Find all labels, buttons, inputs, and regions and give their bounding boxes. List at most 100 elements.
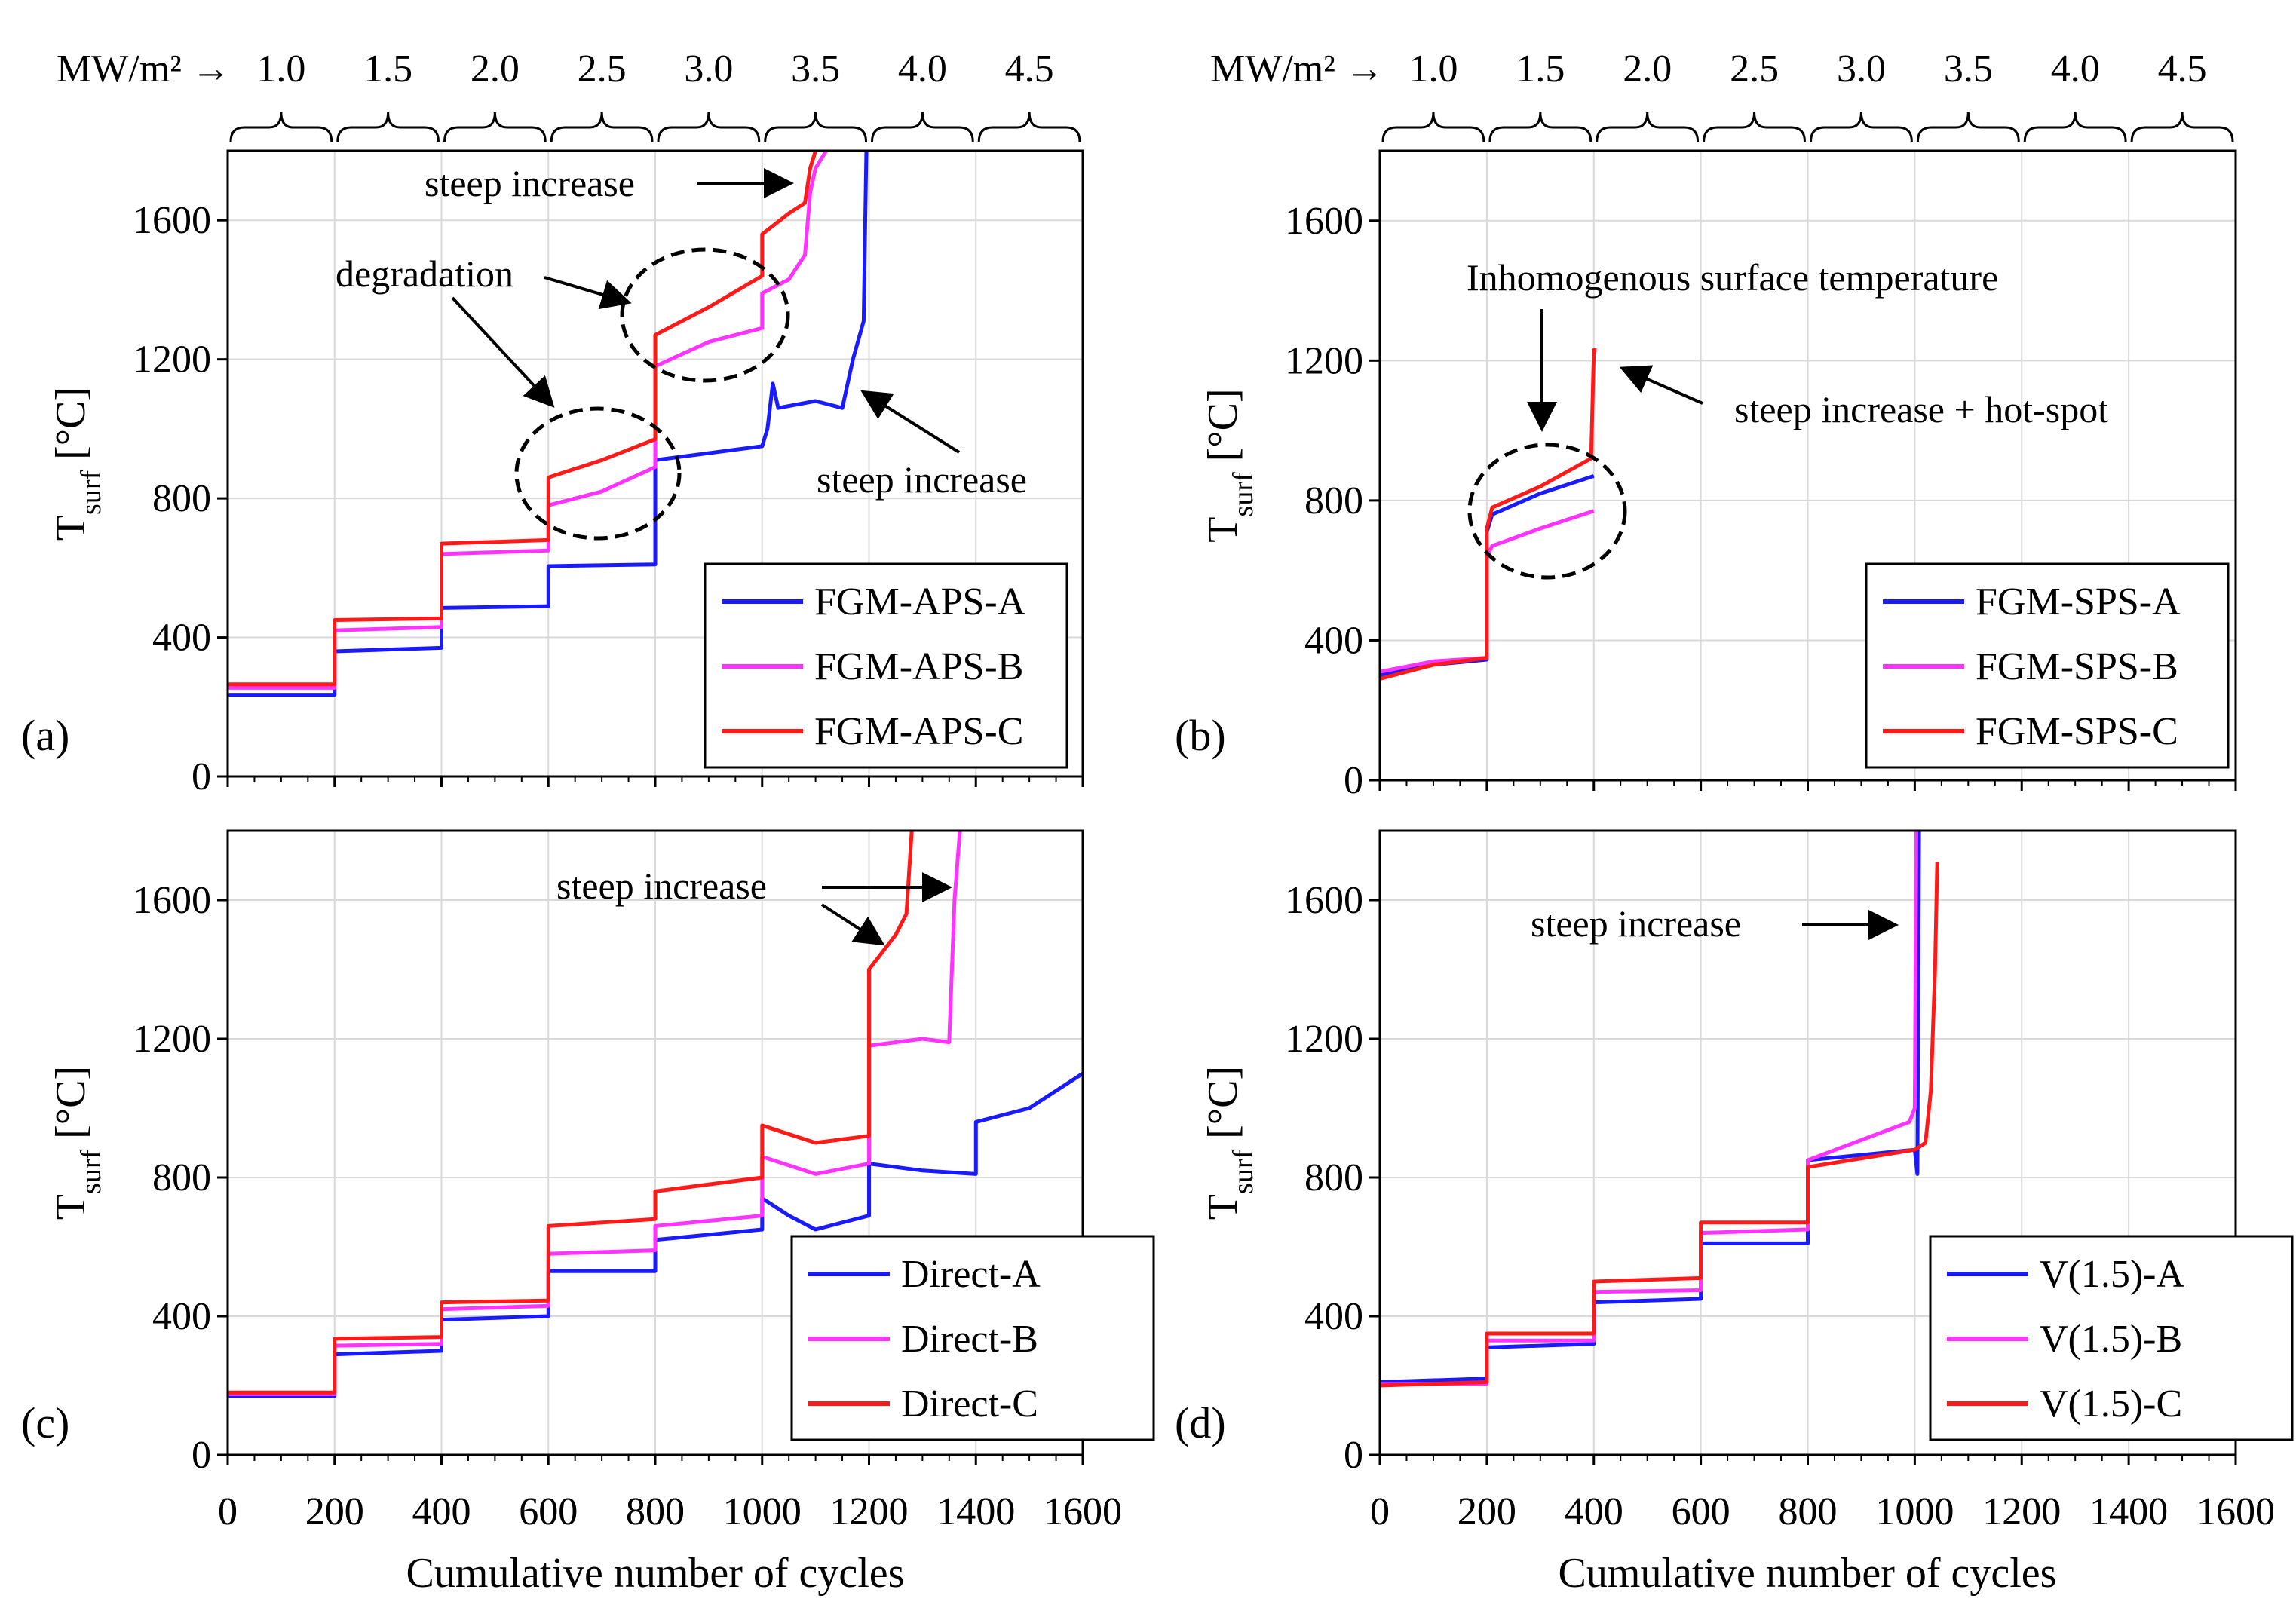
x-tick-label: 400 <box>1565 1490 1623 1533</box>
legend-label: V(1.5)-C <box>2040 1383 2182 1426</box>
panel-a: 0 400 800 1200 1600 0 200 400 600 800 1000 1200 1400… <box>21 149 1122 1533</box>
x-tick-label: 600 <box>519 1490 578 1533</box>
legend-label: V(1.5)-A <box>2040 1253 2185 1296</box>
x-tick-label: 0 <box>218 1490 238 1533</box>
flux-brace <box>1488 112 1592 142</box>
series-line-FGM-APS-C <box>228 151 817 687</box>
series-line-Direct-B <box>228 831 962 1396</box>
x-tick-label: 1200 <box>1982 1490 2061 1533</box>
y-tick-label: 1600 <box>1285 879 1363 922</box>
y-tick-label: 1200 <box>1285 1018 1363 1061</box>
y-tick-label: 0 <box>192 1434 211 1477</box>
annotation-inhomogenous: Inhomogenous surface temperature <box>1467 256 1998 299</box>
x-tick-label: 1400 <box>936 1490 1015 1533</box>
annotation-steep-increase-d: steep increase <box>1531 902 1741 945</box>
x-tick-label: 1400 <box>2089 1490 2168 1533</box>
annotation-hot-spot: steep increase + hot-spot <box>1734 388 2108 430</box>
panel-c: 0 400 800 1200 1600 0 200 400 600 800 1000 1200 1400… <box>21 829 1155 1533</box>
y-tick-label: 800 <box>152 1156 211 1199</box>
flux-level: 1.0 <box>256 47 305 90</box>
legend-label: FGM-APS-B <box>814 645 1023 688</box>
flux-brace <box>2023 112 2127 142</box>
flux-brace <box>1381 112 1485 142</box>
y-tick-label: 0 <box>1344 1434 1363 1477</box>
y-tick-label: 400 <box>152 617 211 660</box>
flux-brace <box>229 112 333 142</box>
x-tick-label: 1400 <box>2089 1490 2168 1533</box>
x-tick-label: 1600 <box>2196 1490 2275 1533</box>
x-tick-label: 1200 <box>830 1490 909 1533</box>
y-tick-label: 1600 <box>133 199 211 242</box>
degradation-circle <box>514 406 682 541</box>
flux-brace <box>443 112 547 142</box>
flux-unit-label: MW/m² → <box>57 47 231 90</box>
annotation-degradation: degradation <box>336 253 513 295</box>
x-tick-label: 0 <box>1370 1490 1390 1533</box>
x-axis-label: Cumulative number of cycles <box>406 1550 905 1597</box>
x-tick-label: 400 <box>412 1490 471 1533</box>
flux-brace <box>1810 112 1913 142</box>
panel-label: (b) <box>1175 711 1226 760</box>
annotation-steep-increase-c: steep increase <box>556 865 767 907</box>
annotation-steep-increase-a2: steep increase <box>817 458 1027 501</box>
flux-level: 2.0 <box>471 47 520 90</box>
x-tick-label: 1000 <box>723 1490 802 1533</box>
legend-label: Direct-A <box>901 1253 1041 1296</box>
y-axis-label: Tsurf [°C] <box>48 1066 107 1220</box>
series-line-FGM-SPS-C <box>1380 348 1597 681</box>
panel-label: (a) <box>21 711 69 760</box>
x-tick-label: 1200 <box>830 1490 909 1533</box>
y-tick-label: 1200 <box>1285 339 1363 382</box>
legend: Direct-A Direct-B Direct-C <box>790 1235 1155 1441</box>
y-tick-label: 1600 <box>1285 200 1363 243</box>
legend-label: Direct-C <box>901 1383 1038 1426</box>
flux-unit-label: MW/m² → <box>1210 47 1384 90</box>
y-tick-label: 1600 <box>133 879 211 922</box>
annotation-steep-increase-a1: steep increase <box>425 162 635 204</box>
x-tick-label: 1200 <box>1982 1490 2061 1533</box>
legend-label: FGM-SPS-B <box>1976 645 2178 688</box>
degradation-circle <box>620 247 790 383</box>
x-tick-label: 200 <box>305 1490 364 1533</box>
x-tick-label: 1000 <box>723 1490 802 1533</box>
x-tick-label: 800 <box>1779 1490 1838 1533</box>
legend-label: FGM-SPS-C <box>1976 710 2178 753</box>
x-tick-label: 600 <box>1672 1490 1730 1533</box>
annotation-arrow <box>544 276 632 310</box>
flux-axis: MW/m² → 1.0 1.5 2.0 2.5 3.0 3.5 4.0 4.5 <box>57 47 1081 142</box>
panel-d: 0 400 800 1200 1600 0 200 400 600 800 1000 1200 1400… <box>1175 829 2294 1533</box>
y-axis-label: Tsurf [°C] <box>1200 1066 1259 1220</box>
annotation-arrow <box>451 296 555 408</box>
panels: 0 400 800 1200 1600 0 200 400 600 800 1000 1200 1400… <box>21 149 2294 1597</box>
x-axis-label: Cumulative number of cycles <box>1559 1550 2057 1597</box>
series-line-Direct-C <box>228 831 914 1395</box>
y-tick-label: 800 <box>1304 1156 1363 1199</box>
x-tick-label: 800 <box>1779 1490 1838 1533</box>
y-axis-label: Tsurf [°C] <box>1200 388 1259 542</box>
x-tick-label: 200 <box>1458 1490 1516 1533</box>
y-tick-label: 800 <box>1304 479 1363 522</box>
y-tick-label: 1200 <box>133 1018 211 1061</box>
y-tick-label: 400 <box>1304 1295 1363 1338</box>
y-tick-label: 0 <box>1344 759 1363 802</box>
panel-label: (d) <box>1175 1398 1226 1447</box>
flux-brace <box>336 112 440 142</box>
flux-brace <box>2130 112 2234 142</box>
flux-brace <box>657 112 761 142</box>
flux-level: 4.0 <box>2051 47 2100 90</box>
flux-level: 3.0 <box>684 47 733 90</box>
series-line-FGM-APS-A <box>228 151 869 697</box>
legend-label: FGM-APS-C <box>814 710 1023 753</box>
x-tick-label: 400 <box>1565 1490 1623 1533</box>
y-tick-label: 1200 <box>133 338 211 381</box>
annotation-arrow <box>820 903 885 946</box>
x-tick-label: 800 <box>626 1490 685 1533</box>
series-line-V(1.5)-C <box>1380 862 1939 1388</box>
flux-level: 2.0 <box>1623 47 1672 90</box>
y-tick-label: 800 <box>152 477 211 520</box>
flux-level: 2.5 <box>578 47 627 90</box>
flux-level: 2.5 <box>1730 47 1779 90</box>
series-group <box>228 831 1083 1398</box>
inhomogenous-circle <box>1467 443 1627 580</box>
